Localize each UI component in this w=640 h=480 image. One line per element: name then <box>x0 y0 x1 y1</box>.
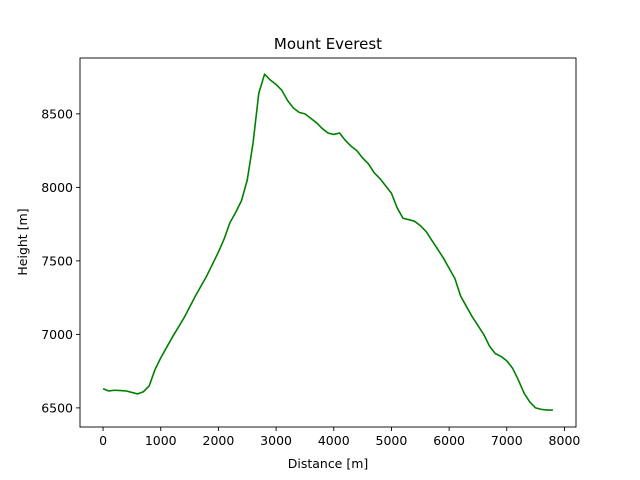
x-tick-label: 2000 <box>203 433 235 448</box>
chart-title: Mount Everest <box>274 35 382 53</box>
y-tick-label: 7500 <box>41 253 73 268</box>
x-axis: 0 1000 2000 3000 4000 5000 6000 7000 8000 <box>99 427 580 448</box>
y-tick-label: 8000 <box>41 180 73 195</box>
x-tick-label: 6000 <box>433 433 465 448</box>
x-tick-label: 8000 <box>549 433 581 448</box>
x-tick-label: 0 <box>99 433 107 448</box>
plot-frame <box>79 57 577 428</box>
x-axis-label: Distance [m] <box>288 456 369 471</box>
y-axis-label: Height [m] <box>15 208 30 275</box>
x-tick-label: 1000 <box>145 433 177 448</box>
y-tick-label: 6500 <box>41 400 73 415</box>
elevation-line <box>102 73 553 411</box>
x-tick-label: 3000 <box>260 433 292 448</box>
x-tick-label: 4000 <box>318 433 350 448</box>
y-tick-label: 8500 <box>41 106 73 121</box>
x-tick-label: 5000 <box>376 433 408 448</box>
x-tick-label: 7000 <box>491 433 523 448</box>
y-axis: 6500 7000 7500 8000 8500 <box>41 106 80 415</box>
y-tick-label: 7000 <box>41 327 73 342</box>
